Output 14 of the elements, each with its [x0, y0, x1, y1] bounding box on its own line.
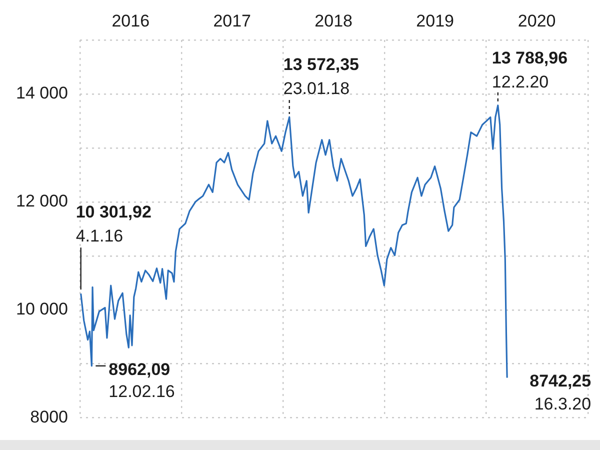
x-tick-label: 2019: [416, 11, 454, 30]
annotation: 8962,09 12.02.16: [108, 360, 175, 401]
annotation: 10 301,92 4.1.16: [76, 202, 152, 246]
y-tick-label: 8000: [30, 407, 68, 426]
x-tick-label: 2018: [314, 11, 352, 30]
x-tick-label: 2020: [518, 11, 556, 30]
annotation: 8742,25 16.3.20: [530, 372, 592, 414]
y-tick-label: 12 000: [16, 192, 68, 211]
annotation: 13 788,96 12.2.20: [492, 48, 568, 92]
annotation: 13 572,35 23.01.18: [283, 55, 360, 98]
x-tick-label: 2016: [112, 11, 150, 30]
x-tick-label: 2017: [213, 11, 252, 30]
y-tick-label: 14 000: [16, 84, 68, 103]
y-tick-label: 10 000: [16, 300, 68, 319]
